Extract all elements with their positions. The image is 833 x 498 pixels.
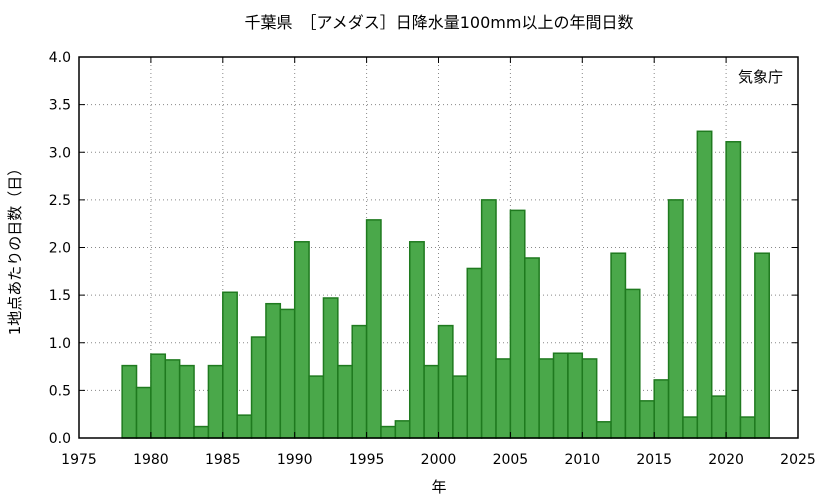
bar	[466, 267, 483, 439]
bar	[567, 352, 584, 439]
source-annotation: 気象庁	[738, 68, 783, 86]
x-axis-label: 年	[431, 478, 446, 496]
y-tick-label: 0.5	[49, 383, 71, 399]
x-tick-label: 1980	[133, 452, 169, 468]
x-tick-label: 2010	[564, 452, 600, 468]
x-tick-label: 1985	[205, 452, 241, 468]
bar	[135, 386, 152, 439]
bar	[639, 400, 655, 439]
x-tick-label: 2000	[421, 452, 457, 468]
bar	[610, 252, 627, 439]
bar	[337, 364, 353, 439]
chart-title: 千葉県 ［アメダス］日降水量100mm以上の年間日数	[245, 13, 634, 32]
bar	[653, 379, 670, 439]
bar	[552, 352, 569, 439]
bar	[394, 420, 411, 439]
bar	[365, 219, 382, 439]
y-tick-label: 1.5	[49, 288, 71, 304]
x-tick-label: 1975	[61, 452, 97, 468]
axis-ticks: 0.0 0.5 1.0 1.5 2.0 2.5 3.0 3.5 4.0 1975 1980 1985 1…	[49, 50, 816, 468]
bar	[682, 416, 699, 439]
bar	[581, 358, 598, 439]
bar	[250, 336, 267, 439]
bar	[322, 297, 339, 439]
bar	[193, 425, 210, 439]
bar	[595, 421, 612, 439]
bar	[164, 359, 181, 439]
bar	[495, 358, 512, 439]
bar	[351, 324, 368, 439]
x-tick-label: 2020	[708, 452, 744, 468]
bar	[696, 130, 713, 439]
x-tick-label: 2005	[493, 452, 529, 468]
y-tick-label: 2.5	[49, 193, 71, 209]
y-tick-label: 0.0	[49, 431, 71, 447]
bar	[437, 324, 454, 439]
y-tick-label: 3.0	[49, 145, 71, 161]
bar	[380, 425, 397, 439]
x-tick-label: 1990	[277, 452, 313, 468]
bar	[538, 358, 555, 439]
bar	[236, 414, 253, 439]
y-axis-label: 1地点あたりの日数（日）	[6, 161, 24, 336]
bar	[293, 241, 310, 439]
bar	[222, 291, 238, 439]
y-tick-label: 2.0	[49, 241, 71, 257]
bar	[178, 364, 195, 439]
bar	[279, 308, 296, 439]
bar	[121, 364, 138, 439]
x-tick-label: 2025	[780, 452, 816, 468]
bar	[452, 375, 469, 439]
bar	[423, 364, 440, 439]
bar	[725, 141, 742, 439]
bar	[308, 375, 325, 439]
x-tick-label: 1995	[349, 452, 385, 468]
bar	[509, 209, 526, 439]
bar	[710, 395, 727, 439]
bar	[408, 241, 425, 439]
bar	[265, 302, 282, 439]
bar	[207, 364, 224, 439]
bar	[624, 288, 641, 439]
y-tick-label: 4.0	[49, 50, 71, 66]
y-tick-label: 3.5	[49, 98, 71, 114]
bar	[150, 353, 167, 439]
bar	[739, 416, 756, 439]
x-tick-label: 2015	[636, 452, 672, 468]
bar	[667, 199, 684, 439]
bar	[754, 252, 770, 439]
y-tick-label: 1.0	[49, 336, 71, 352]
bar	[524, 257, 540, 439]
bar	[480, 199, 497, 439]
bar-series	[121, 130, 770, 439]
